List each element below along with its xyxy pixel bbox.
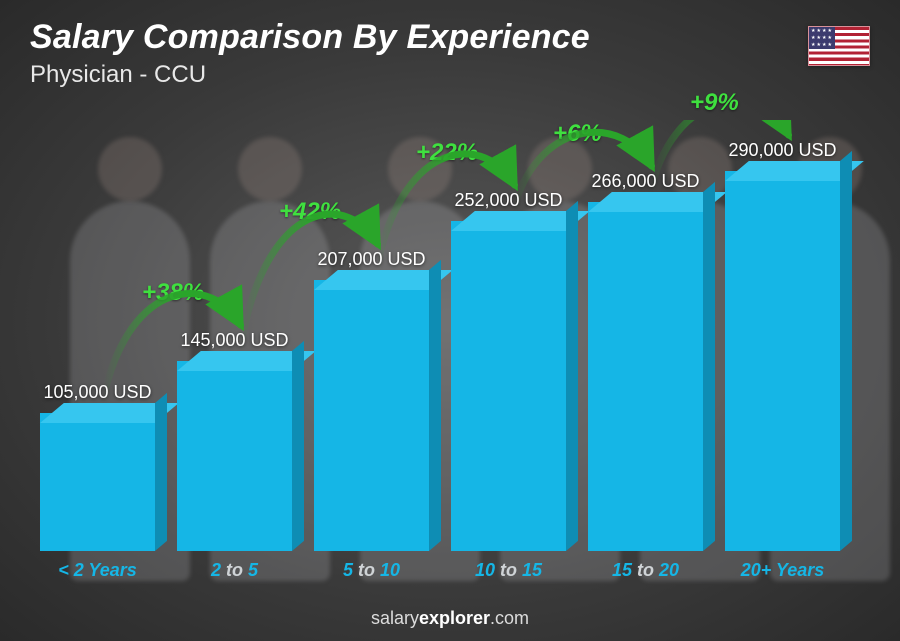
bar-slot: 290,000 USD bbox=[725, 140, 840, 551]
bar-value-label: 266,000 USD bbox=[591, 171, 699, 192]
bar-front-face bbox=[40, 413, 155, 551]
page-title: Salary Comparison By Experience bbox=[30, 18, 590, 57]
bar-front-face bbox=[588, 202, 703, 551]
category-label: 10 to 15 bbox=[451, 560, 566, 581]
bar-value-label: 145,000 USD bbox=[180, 330, 288, 351]
bar-value-label: 290,000 USD bbox=[728, 140, 836, 161]
category-label: 2 to 5 bbox=[177, 560, 292, 581]
bar-slot: 266,000 USD bbox=[588, 171, 703, 551]
bar bbox=[177, 361, 292, 551]
bar-value-label: 207,000 USD bbox=[317, 249, 425, 270]
footer-bold: explorer bbox=[419, 608, 490, 628]
us-flag-icon bbox=[808, 26, 870, 66]
bar bbox=[40, 413, 155, 551]
bar bbox=[588, 202, 703, 551]
bar-side-face bbox=[292, 341, 304, 551]
category-label: 15 to 20 bbox=[588, 560, 703, 581]
bar-front-face bbox=[725, 171, 840, 551]
page-subtitle: Physician - CCU bbox=[30, 61, 590, 89]
category-label: 20+ Years bbox=[725, 560, 840, 581]
bar-front-face bbox=[451, 221, 566, 551]
bar-front-face bbox=[314, 280, 429, 551]
bar-slot: 105,000 USD bbox=[40, 382, 155, 551]
bar-side-face bbox=[429, 260, 441, 551]
growth-label: +9% bbox=[690, 89, 739, 117]
bar-chart: +38%+42%+22%+6%+9% 105,000 USD145,000 US… bbox=[40, 120, 840, 581]
category-label: 5 to 10 bbox=[314, 560, 429, 581]
bar-side-face bbox=[155, 393, 167, 551]
bar-slot: 207,000 USD bbox=[314, 249, 429, 551]
category-label: < 2 Years bbox=[40, 560, 155, 581]
footer-attribution: salaryexplorer.com bbox=[0, 608, 900, 629]
bar-side-face bbox=[703, 182, 715, 551]
category-row: < 2 Years 2 to 5 5 to 10 10 to 15 15 to 20 20… bbox=[40, 560, 840, 581]
footer-suffix: .com bbox=[490, 608, 529, 628]
footer-prefix: salary bbox=[371, 608, 419, 628]
bar-value-label: 252,000 USD bbox=[454, 190, 562, 211]
bar-slot: 145,000 USD bbox=[177, 330, 292, 551]
bar-side-face bbox=[566, 201, 578, 551]
bar-slot: 252,000 USD bbox=[451, 190, 566, 551]
title-block: Salary Comparison By Experience Physicia… bbox=[30, 18, 590, 89]
bar bbox=[451, 221, 566, 551]
bar-value-label: 105,000 USD bbox=[43, 382, 151, 403]
bar-front-face bbox=[177, 361, 292, 551]
bar bbox=[314, 280, 429, 551]
bars-row: 105,000 USD 145,000 USD 207,000 USD 252,000… bbox=[40, 121, 840, 551]
bar bbox=[725, 171, 840, 551]
bar-side-face bbox=[840, 151, 852, 551]
